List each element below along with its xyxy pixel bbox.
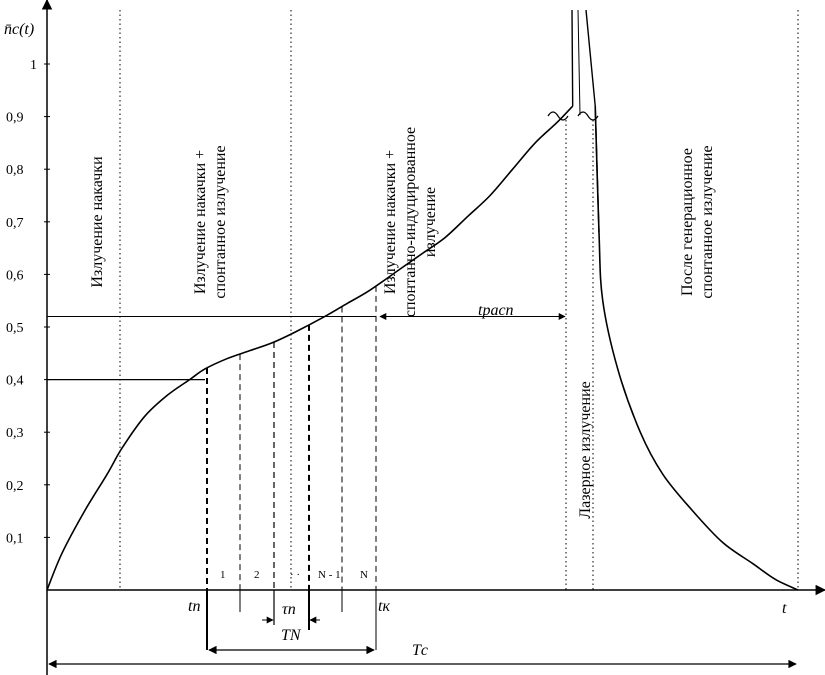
region-label: После генерационное спонтанное излучение <box>679 145 716 298</box>
slot-label: N <box>360 569 368 581</box>
spike-rise-line <box>571 9 574 107</box>
t-decay-label: tрасп <box>478 302 514 319</box>
y-tick-label: 0,1 <box>6 531 24 546</box>
curves <box>46 105 799 591</box>
y-tick-label: 0,7 <box>6 216 24 231</box>
y-tick-label: 0,4 <box>6 374 24 389</box>
pulse-slots: 1 2 · · N - 1 N <box>206 285 377 650</box>
y-axis-label: n̄c(t) <box>4 21 34 38</box>
region-label-line: спонтанно-индуцированное <box>402 127 419 317</box>
y-axis-label-text: n̄c(t) <box>4 21 34 38</box>
spike-fall-line <box>585 9 600 233</box>
y-tick-label: 0,8 <box>6 163 24 178</box>
region-label-line: Излучение накачки <box>89 156 106 288</box>
y-tick-label: 0,2 <box>6 479 24 494</box>
rise-curve <box>46 105 574 591</box>
break-mark <box>547 111 599 121</box>
region-label-line: Излучение накачки + <box>192 150 209 294</box>
laser-spike <box>547 9 600 233</box>
y-ticks: 0,1 0,2 0,3 0,4 0,5 0,6 0,7 0,8 0,9 1 <box>6 58 50 546</box>
reference-levels <box>47 312 566 381</box>
spike-inner-line <box>577 9 581 116</box>
region-label-line: Лазерное излучение <box>577 381 594 518</box>
region-label-line: После генерационное <box>679 148 696 296</box>
region-label: Излучение накачки + спонтанно-индуцирован… <box>382 127 439 317</box>
t-end-label: tк <box>378 598 390 615</box>
decay-curve <box>594 106 799 591</box>
t-start-label: tп <box>188 598 200 615</box>
region-label: Лазерное излучение <box>577 381 594 518</box>
T-N-label: TN <box>281 627 302 644</box>
tau-label: τп <box>282 601 296 618</box>
y-tick-label: 0,5 <box>6 321 24 336</box>
region-label-line: спонтанное излучение <box>212 145 229 298</box>
region-label: Излучение накачки <box>89 156 106 288</box>
y-tick-label: 0,9 <box>6 111 24 126</box>
dimension-arrows <box>48 616 797 669</box>
y-tick-label: 1 <box>30 58 37 73</box>
region-boundaries <box>119 10 799 590</box>
T-c-label: Tс <box>412 642 428 659</box>
y-tick-label: 0,6 <box>6 268 24 283</box>
region-labels: Излучение накачки Излучение накачки + спон… <box>89 127 716 519</box>
region-label-line: Излучение накачки + <box>382 150 399 294</box>
region-label-line: излучение <box>422 187 439 257</box>
region-label-line: спонтанное излучение <box>699 145 716 298</box>
region-label: Излучение накачки + спонтанное излучение <box>192 145 229 298</box>
x-axis-label: t <box>782 600 787 617</box>
slot-label: · · <box>290 569 300 581</box>
slot-label: 1 <box>220 569 226 581</box>
slot-label: N - 1 <box>318 569 341 581</box>
y-tick-label: 0,3 <box>6 426 24 441</box>
slot-label: 2 <box>254 569 260 581</box>
